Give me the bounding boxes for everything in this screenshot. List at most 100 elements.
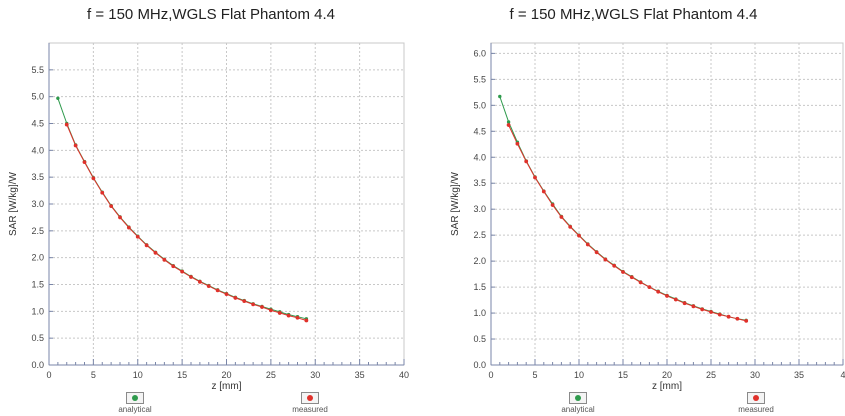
x-tick-label: 25 xyxy=(706,370,716,380)
y-tick-label: 4.5 xyxy=(31,119,44,129)
measured-point xyxy=(295,315,300,320)
x-tick-label: 30 xyxy=(310,370,320,380)
measured-point xyxy=(533,175,537,180)
y-tick-label: 3.0 xyxy=(31,199,44,209)
chart-plot-right: 0 5 10 15 20 25 30 35 4 0.0 0.5 1.0 1.5 2.0 2.5 3.0 3.5 4… xyxy=(450,42,845,392)
y-tick-label: 2.0 xyxy=(31,253,44,263)
y-tick-label: 0.0 xyxy=(473,360,486,370)
analytical-point xyxy=(506,120,511,124)
chart-panel-left: f = 150 MHz,WGLS Flat Phantom 4.4 0 5 10 15… xyxy=(0,0,422,416)
measured-point xyxy=(242,299,247,304)
y-tick-label: 1.0 xyxy=(31,306,44,316)
measured-point xyxy=(126,225,131,230)
x-tick-label: 4 xyxy=(840,370,845,380)
measured-point xyxy=(550,203,555,207)
measured-point xyxy=(515,141,520,146)
measured-point xyxy=(180,269,185,274)
legend-analytical: analytical xyxy=(538,392,618,414)
measured-point xyxy=(153,250,158,255)
x-axis-label: z [mm] xyxy=(212,381,242,392)
x-tick-label: 30 xyxy=(750,370,760,380)
measured-point xyxy=(700,307,705,312)
measured-point xyxy=(286,313,291,318)
y-tick-label: 3.5 xyxy=(473,178,486,188)
y-tick-label: 5.0 xyxy=(31,92,44,102)
y-tick-label: 2.0 xyxy=(473,256,486,266)
measured-point xyxy=(215,288,220,293)
measured-point xyxy=(251,302,256,307)
legend-measured: measured xyxy=(716,392,796,414)
x-tick-label: 20 xyxy=(662,370,672,380)
measured-point xyxy=(73,143,78,148)
measured-point xyxy=(665,294,669,298)
measured-point xyxy=(144,243,149,248)
y-tick-label: 4.0 xyxy=(473,152,486,162)
measured-point xyxy=(109,204,114,209)
y-tick-label: 1.5 xyxy=(473,282,486,292)
measured-point xyxy=(224,292,229,297)
measured-point xyxy=(717,312,722,317)
measured-point xyxy=(233,296,238,300)
measured-point xyxy=(568,224,573,229)
chart-plot-left: 0 5 10 15 20 25 30 35 40 0.0 0.5 1.0 1.5 2.0 2.5 3.0 3.5… xyxy=(8,42,409,392)
chart-title: f = 150 MHz,WGLS Flat Phantom 4.4 xyxy=(509,6,758,23)
analytical-point xyxy=(498,94,502,99)
measured-point xyxy=(206,284,211,289)
measured-point xyxy=(304,318,309,323)
legend-analytical-label: analytical xyxy=(118,405,152,414)
measured-point xyxy=(524,159,529,164)
x-tick-label: 35 xyxy=(355,370,365,380)
measured-point xyxy=(577,233,581,238)
measured-point xyxy=(585,242,590,247)
measured-point xyxy=(744,318,749,323)
measured-point xyxy=(118,215,122,220)
measured-point xyxy=(621,270,625,274)
legend-measured-label: measured xyxy=(738,405,774,414)
x-tick-label: 5 xyxy=(532,370,537,380)
y-axis-label: SAR [W/kg]/W xyxy=(450,172,461,236)
measured-point xyxy=(135,234,140,239)
x-tick-label: 20 xyxy=(221,370,231,380)
y-axis-label: SAR [W/kg]/W xyxy=(8,172,19,236)
measured-point xyxy=(629,275,634,280)
y-tick-label: 0.5 xyxy=(473,334,486,344)
y-tick-label: 4.5 xyxy=(473,126,486,136)
measured-point xyxy=(100,190,105,195)
measured-point xyxy=(64,122,69,127)
x-axis-label: z [mm] xyxy=(652,381,682,392)
legend-analytical-marker xyxy=(132,395,138,401)
legend-measured: measured xyxy=(270,392,350,414)
y-tick-label: 0.5 xyxy=(31,333,44,343)
x-tick-label: 15 xyxy=(618,370,628,380)
measured-point xyxy=(171,264,176,269)
measured-point xyxy=(638,280,643,285)
legend-analytical-swatch xyxy=(126,392,144,404)
series-measured-line xyxy=(66,124,307,321)
measured-point xyxy=(603,257,608,262)
chart-title: f = 150 MHz,WGLS Flat Phantom 4.4 xyxy=(86,6,336,23)
measured-point xyxy=(726,314,731,319)
analytical-point xyxy=(56,96,60,100)
legend-measured-swatch xyxy=(301,392,319,404)
measured-point xyxy=(197,279,202,284)
measured-point xyxy=(647,285,652,289)
y-tick-label: 2.5 xyxy=(31,226,44,236)
y-tick-label: 5.5 xyxy=(473,74,486,84)
measured-point xyxy=(268,308,273,313)
measured-point xyxy=(656,289,661,294)
measured-point xyxy=(673,297,678,302)
x-tick-label: 0 xyxy=(488,370,493,380)
y-tick-label: 3.5 xyxy=(31,172,44,182)
x-tick-label: 10 xyxy=(574,370,584,380)
measured-point xyxy=(682,301,687,306)
legend-analytical-label: analytical xyxy=(561,405,595,414)
measured-point xyxy=(277,311,282,315)
measured-point xyxy=(506,123,511,127)
measured-point xyxy=(91,176,96,181)
measured-point xyxy=(709,310,713,314)
legend-measured-label: measured xyxy=(292,405,328,414)
x-tick-label: 35 xyxy=(794,370,804,380)
measured-point xyxy=(691,304,696,309)
x-tick-label: 5 xyxy=(91,370,96,380)
y-tick-label: 0.0 xyxy=(31,360,44,370)
